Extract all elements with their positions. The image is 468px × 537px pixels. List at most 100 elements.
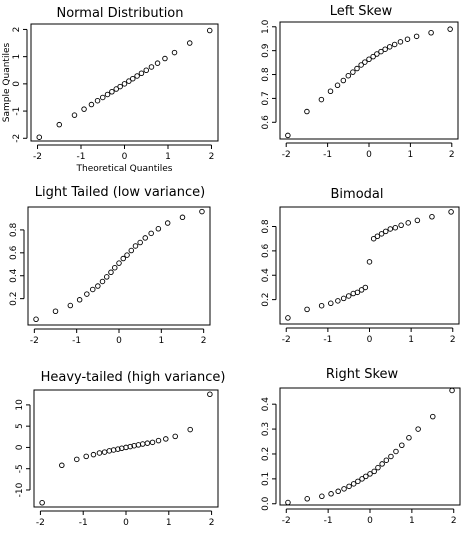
x-tick-label: -1 — [77, 152, 86, 162]
y-tick-label: 0.2 — [9, 291, 19, 305]
y-tick-label: 0.4 — [261, 268, 271, 283]
data-point — [171, 49, 178, 56]
data-point — [115, 446, 121, 452]
data-point — [362, 284, 369, 291]
data-point — [164, 220, 171, 226]
y-tick-label: 0.8 — [261, 67, 271, 82]
y-tick-label: 0.6 — [9, 245, 19, 260]
data-point — [405, 220, 411, 226]
y-tick-label: 2 — [12, 27, 22, 33]
data-point — [135, 442, 142, 448]
y-axis-title: Sample Quantiles — [2, 43, 12, 123]
data-point — [56, 121, 63, 128]
data-point — [132, 243, 139, 249]
data-point — [328, 491, 334, 497]
data-point — [345, 72, 352, 79]
y-tick-label: 0.8 — [9, 222, 19, 237]
data-point — [341, 486, 347, 492]
data-point — [374, 233, 381, 239]
plot-title: Light Tailed (low variance) — [35, 185, 205, 200]
data-point — [374, 51, 380, 57]
data-point — [370, 235, 377, 242]
data-point — [94, 97, 101, 104]
plot-title: Normal Distribution — [56, 6, 183, 21]
data-point — [354, 289, 361, 296]
data-point — [206, 27, 213, 34]
data-point — [33, 316, 39, 323]
data-point — [186, 40, 193, 46]
plot-title: Bimodal — [331, 187, 384, 202]
panel-5: Heavy-tailed (high variance)-2 -1 0 1 2-10-5… — [15, 370, 225, 528]
data-point — [84, 291, 90, 297]
panel-4: Bimodal -2 -1 0 1 2 0.2 0.4 0.6 0.8 — [261, 187, 460, 345]
data-point — [149, 439, 156, 446]
data-point — [335, 298, 341, 304]
data-point — [335, 488, 341, 495]
x-tick-label: 1 — [408, 150, 414, 160]
data-point — [139, 441, 146, 447]
data-point — [397, 39, 404, 45]
data-point — [398, 222, 404, 229]
x-tick-label: -2 — [30, 336, 39, 346]
data-point — [120, 255, 126, 262]
data-point — [399, 442, 405, 449]
y-tick-label: -10 — [15, 482, 25, 497]
y-tick-label: 0.6 — [261, 243, 271, 258]
data-point — [350, 69, 356, 75]
data-point — [112, 264, 118, 271]
data-point — [362, 59, 368, 65]
data-point — [127, 443, 134, 450]
data-point — [124, 252, 130, 258]
data-point — [134, 73, 140, 79]
data-point — [117, 83, 123, 90]
data-point — [318, 302, 325, 309]
y-tick-label: 10 — [15, 399, 25, 411]
data-point — [428, 29, 434, 36]
data-point — [393, 448, 399, 455]
data-point — [88, 101, 95, 108]
data-point — [340, 77, 347, 84]
data-point — [154, 60, 161, 66]
data-point — [100, 94, 106, 101]
x-tick-label: 0 — [366, 150, 372, 160]
data-point — [358, 287, 365, 293]
x-axis-title: Theoretical Quantiles — [76, 164, 173, 174]
panel-2: Left Skew -2 -1 0 1 2 0.6 0.7 0.8 0.9 1.0 — [261, 4, 459, 160]
data-point — [39, 499, 45, 506]
data-point — [179, 214, 186, 221]
data-point — [429, 213, 435, 220]
data-point — [128, 247, 135, 254]
data-point — [207, 391, 213, 398]
x-tick-label: -1 — [324, 516, 333, 526]
y-tick-label: -5 — [15, 464, 25, 473]
data-point — [328, 300, 334, 307]
data-point — [327, 88, 334, 94]
data-point — [404, 36, 411, 42]
x-tick-label: 0 — [367, 335, 373, 345]
y-tick-label: 0 — [12, 81, 22, 87]
plot-frame — [279, 387, 461, 506]
data-point — [130, 75, 136, 82]
x-tick-label: -2 — [282, 516, 291, 526]
x-tick-label: 1 — [165, 152, 171, 162]
y-tick-label: 0.2 — [261, 447, 271, 461]
data-point — [375, 464, 381, 471]
data-point — [447, 26, 453, 32]
y-tick-label: -2 — [12, 134, 22, 143]
x-tick-label: -2 — [33, 152, 42, 162]
y-tick-label: 0.9 — [261, 43, 271, 58]
x-tick-label: -2 — [282, 335, 291, 345]
plot-frame — [279, 21, 459, 140]
x-tick-label: 2 — [201, 336, 207, 346]
data-point — [148, 64, 155, 70]
data-point — [285, 315, 291, 321]
data-point — [163, 436, 169, 442]
x-tick-label: -1 — [72, 336, 81, 346]
data-point — [137, 239, 143, 246]
y-tick-label: -1 — [12, 107, 22, 116]
x-tick-label: 0 — [122, 152, 128, 162]
y-tick-label: 0 — [15, 444, 25, 450]
x-tick-label: 2 — [209, 518, 215, 528]
x-tick-label: 1 — [166, 518, 172, 528]
